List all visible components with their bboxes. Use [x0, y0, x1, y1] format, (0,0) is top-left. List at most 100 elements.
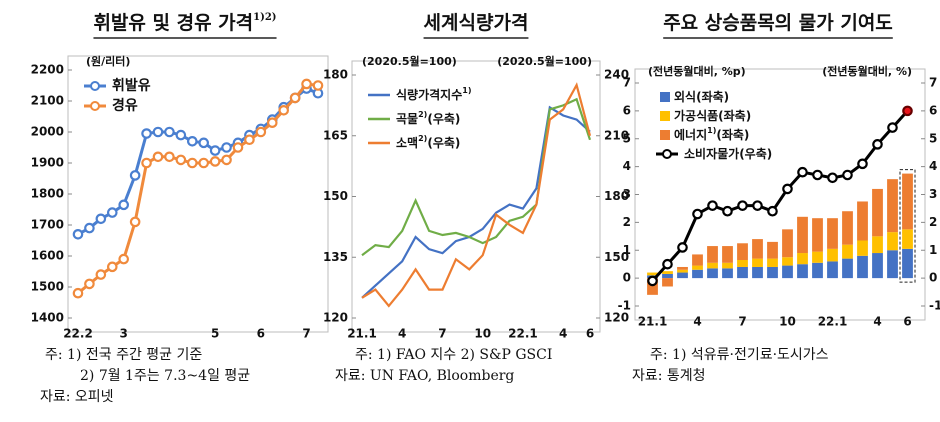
y-tick-label: 1900 [31, 156, 64, 170]
y2-tick-label: -1 [929, 299, 940, 313]
bar-segment [827, 248, 838, 262]
bar-segment [842, 211, 853, 245]
legend-note: 1) [707, 126, 716, 135]
series-line [361, 97, 592, 257]
x-tick-label: 22.2 [63, 327, 93, 341]
y-tick-label: 2200 [31, 63, 64, 77]
bar-segment [842, 244, 853, 259]
bar-segment [722, 246, 733, 263]
point [72, 229, 84, 240]
x-tick-label: 7 [438, 327, 446, 341]
point [301, 78, 312, 90]
plot-frame [67, 55, 329, 333]
bar-segment [797, 216, 808, 254]
y-tick-label: 1700 [31, 218, 64, 232]
legend-name: 외식(좌축) [674, 89, 729, 104]
source: 자료: UN FAO, Bloomberg [335, 368, 514, 384]
bar-segment [767, 258, 778, 267]
legend-name: 경유 [112, 97, 138, 114]
point [827, 172, 838, 184]
y2-tick-label: 150 [604, 250, 629, 264]
point [782, 183, 793, 195]
legend-note: 2) [418, 110, 427, 119]
point [737, 200, 748, 211]
point [812, 169, 823, 181]
y2-tick-label: 120 [604, 311, 629, 325]
y-tick-label: 1800 [31, 187, 64, 201]
x-tick-label: 21.1 [638, 315, 668, 329]
bar-segment [767, 241, 778, 259]
bar-segment [677, 272, 688, 279]
y2-tick-label: 0 [929, 271, 937, 285]
y-unit: (2020.5월=100) [362, 54, 457, 68]
series-line [361, 82, 592, 308]
y-unit: (원/리터) [86, 54, 130, 68]
point [752, 200, 763, 211]
bar-segment [692, 269, 703, 279]
legend-marker [90, 81, 100, 91]
point [232, 142, 244, 153]
legend-label: 식량가격지수1) [396, 86, 471, 102]
bar-segment [647, 272, 658, 276]
point [72, 287, 84, 299]
chart-title-note: 1)2) [253, 12, 276, 23]
point [872, 139, 883, 150]
legend-marker [662, 149, 672, 159]
bar-segment [797, 264, 808, 279]
chart-title: 휘발유 및 경유 가격1)2) [93, 12, 276, 35]
x-tick-label: 6 [586, 327, 594, 341]
bar-segment [887, 250, 898, 279]
y2-tick-label: 5 [929, 131, 937, 145]
y-tick-label: 135 [323, 250, 348, 264]
bar-segment [872, 188, 883, 237]
bar-segment [677, 266, 688, 270]
x-tick-label: 10 [779, 315, 796, 329]
x-tick-label: 4 [873, 315, 881, 329]
y-tick-label: 120 [323, 311, 348, 325]
bar-segment [902, 229, 913, 249]
bar-segment [707, 268, 718, 279]
bar-segment [737, 266, 748, 279]
point [662, 258, 673, 270]
point [95, 213, 107, 225]
y-tick-label: 165 [323, 128, 348, 142]
chart-title-text: 세계식량가격 [424, 12, 529, 34]
point [255, 126, 267, 138]
legend-marker [90, 101, 100, 111]
point [312, 80, 324, 91]
legend-label: 가공식품(좌축) [674, 108, 751, 123]
chart-title-text: 주요 상승품목의 물가 기여도 [663, 12, 893, 34]
bar-segment [872, 236, 883, 254]
legend-name: 가공식품(좌축) [674, 108, 751, 123]
point [106, 207, 118, 218]
bar-segment [752, 258, 763, 267]
x-tick-label: 10 [474, 327, 491, 341]
point [198, 157, 210, 169]
legend-name: 휘발유 [112, 77, 151, 94]
series-line [77, 86, 319, 236]
y-tick-label: 5 [623, 131, 631, 145]
source: 자료: 통계청 [632, 368, 706, 384]
chart-title: 세계식량가격 [424, 12, 529, 34]
y-tick-label: 1400 [31, 311, 64, 325]
y2-tick-label: 6 [929, 103, 937, 117]
footnote: 주: 1) FAO 지수 2) S&P GSCI [355, 347, 552, 363]
highlight-box [899, 169, 916, 283]
bar-segment [872, 253, 883, 279]
y-tick-label: 1 [623, 243, 631, 257]
point [198, 137, 210, 149]
point [221, 154, 232, 166]
y-tick-label: -1 [618, 299, 631, 313]
point [95, 269, 107, 280]
point [647, 275, 658, 287]
footnote: 주: 1) 전국 주간 평균 기준 [45, 347, 202, 363]
bar-segment [722, 262, 733, 269]
legend-name: 소맥 [396, 135, 418, 150]
y2-tick-label: 7 [929, 76, 937, 90]
y-tick-label: 2 [623, 215, 631, 229]
point [797, 166, 808, 178]
point [106, 261, 118, 273]
bar-segment [812, 218, 823, 252]
legend-label: 외식(좌축) [674, 89, 729, 104]
x-tick-label: 6 [903, 315, 911, 329]
